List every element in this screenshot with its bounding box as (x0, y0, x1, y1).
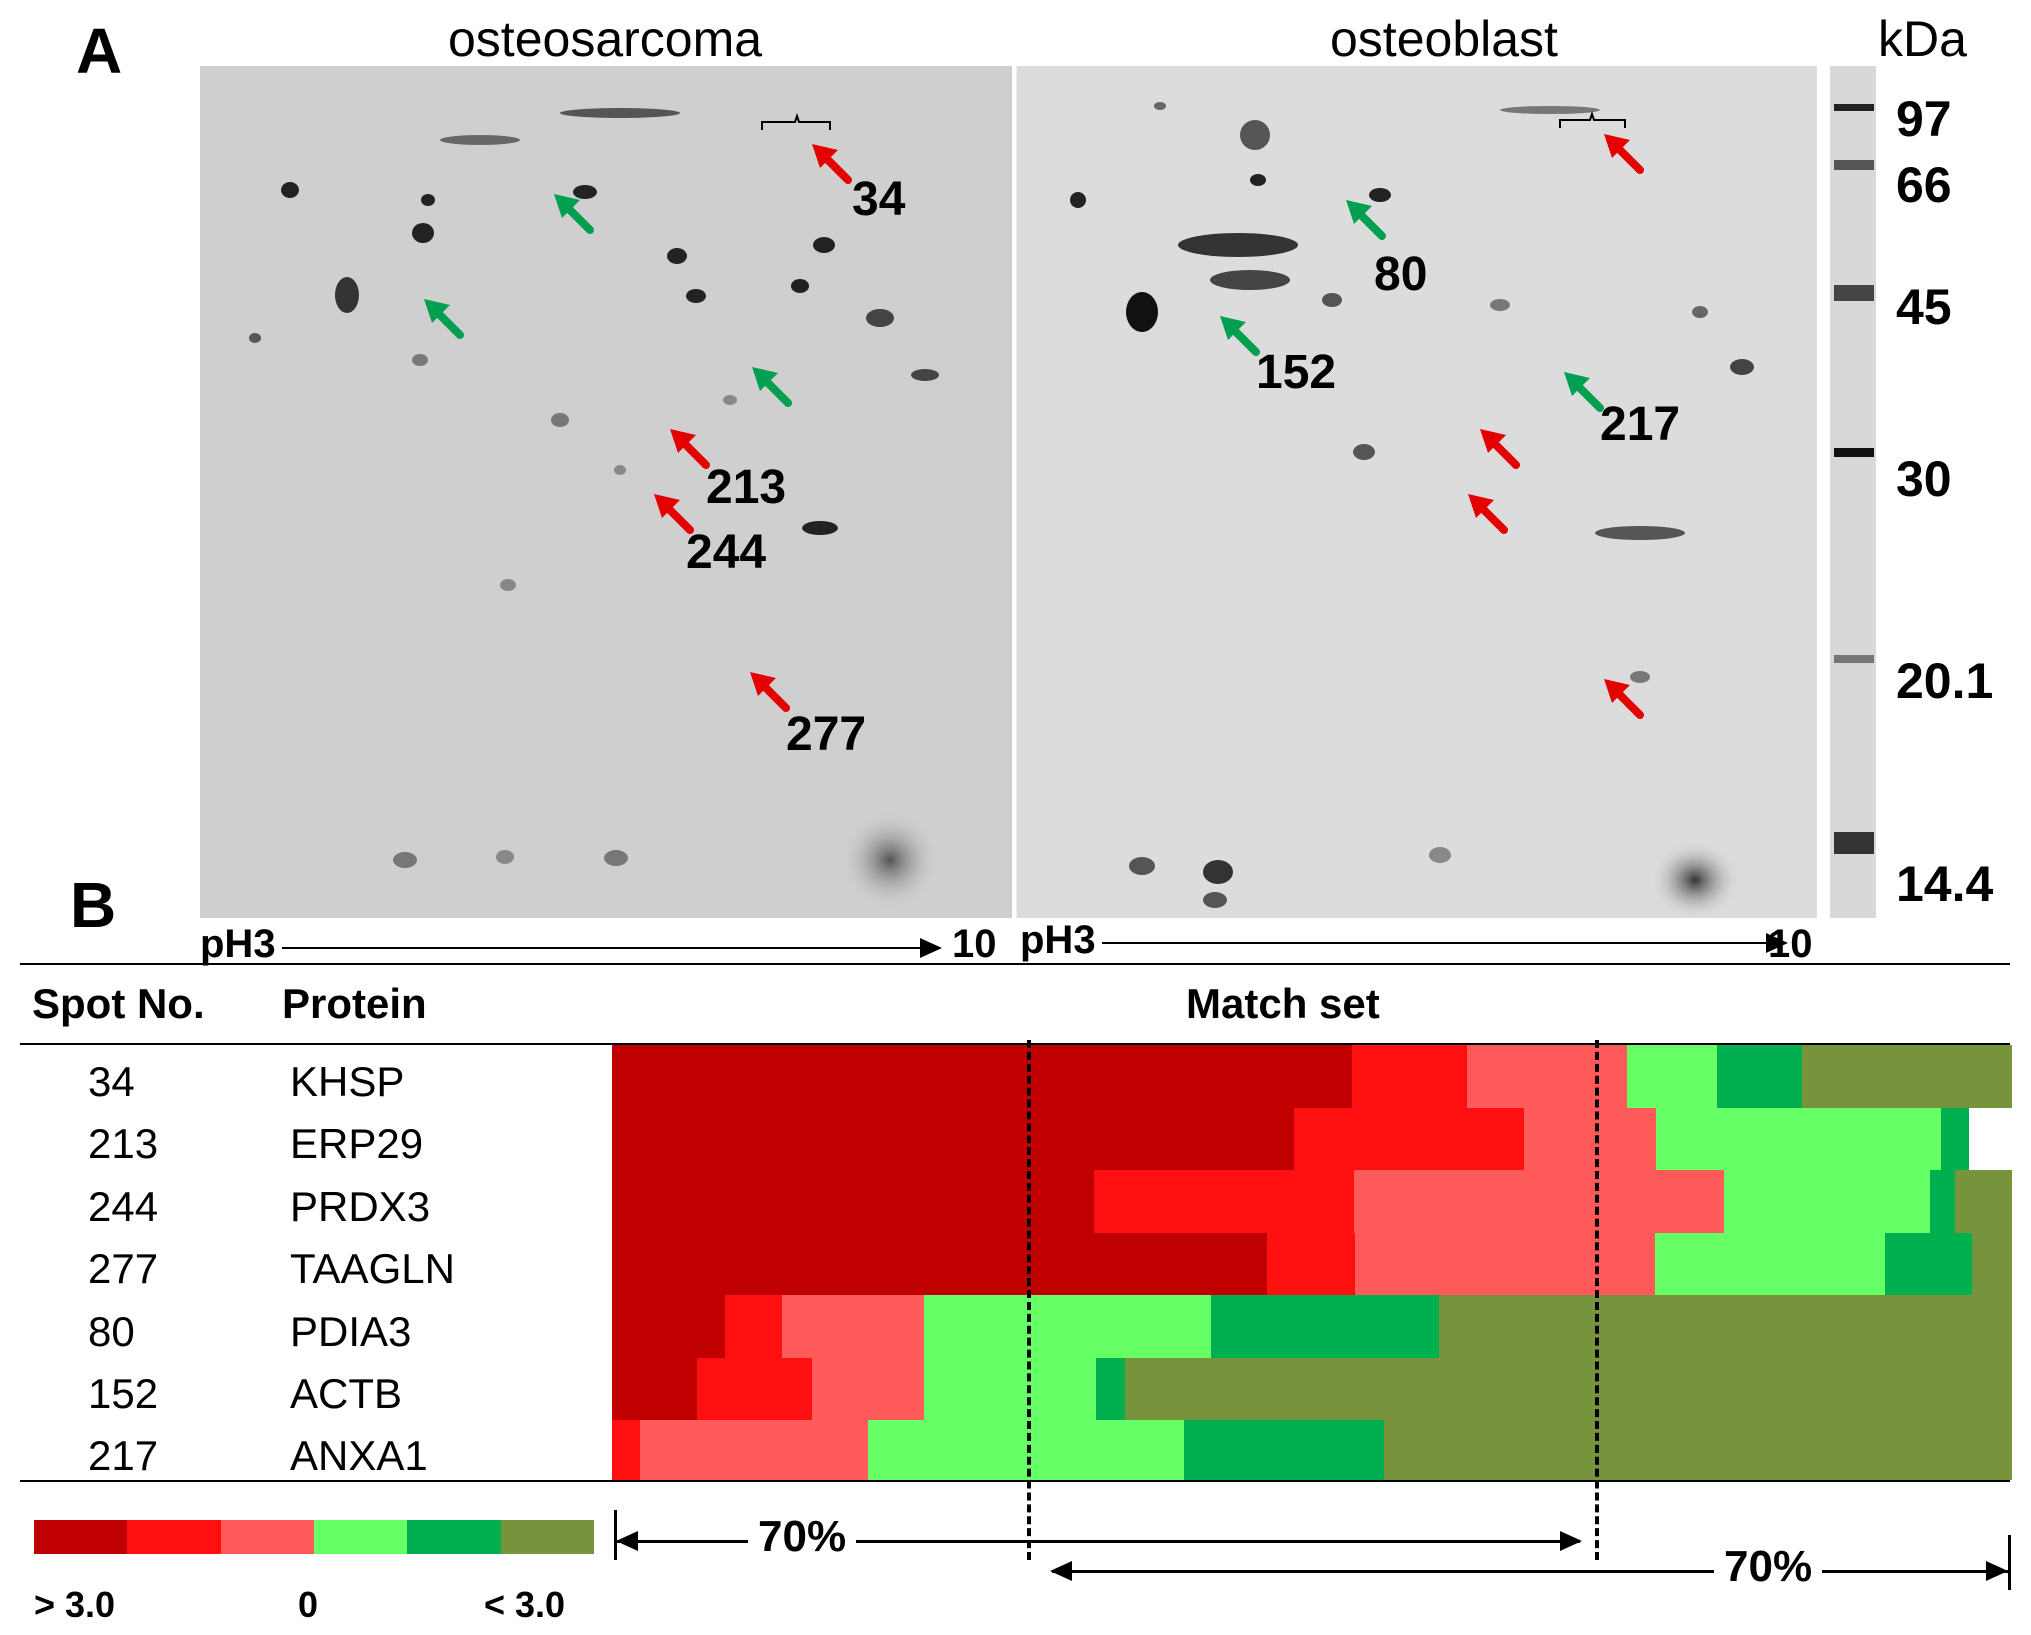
range-left-arrowhead-start (616, 1531, 638, 1551)
spot-label-217: 217 (1600, 398, 1681, 451)
row-protein-actb: ACTB (290, 1370, 403, 1417)
row-protein-taagln: TAAGLN (290, 1245, 455, 1292)
marker-band-66 (1834, 160, 1874, 170)
row-protein-khsp: KHSP (290, 1058, 405, 1105)
heatmap-row-pdia3 (612, 1295, 2012, 1358)
heatmap-row-prdx3 (612, 1170, 2012, 1233)
ph-axis-left-arrowhead (920, 938, 942, 958)
spot-label-80: 80 (1374, 248, 1428, 301)
header-protein: Protein (282, 980, 427, 1027)
marker-band-30 (1834, 448, 1874, 457)
marker-lane (1830, 66, 1876, 918)
legend-swatch-2 (127, 1520, 221, 1554)
row-spot-244: 244 (88, 1183, 159, 1230)
marker-label-97: 97 (1896, 91, 1952, 147)
osteosarcoma-gel (200, 66, 1012, 918)
legend-swatch-4 (313, 1520, 408, 1554)
range-left-label: 70% (748, 1512, 857, 1562)
row-spot-213: 213 (88, 1120, 159, 1167)
legend-label-low: < 3.0 (484, 1584, 566, 1625)
panel-b-letter: B (70, 869, 117, 941)
row-spot-217: 217 (88, 1432, 159, 1479)
heatmap-row-actb (612, 1358, 2012, 1420)
heatmap-row-khsp (612, 1045, 2012, 1108)
spot-label-244: 244 (686, 526, 767, 579)
row-protein-pdia3: PDIA3 (290, 1308, 412, 1355)
range-right-tick (2008, 1535, 2011, 1590)
osteoblast-gel (1015, 66, 1817, 918)
range-left-line (616, 1540, 1580, 1543)
marker-band-97 (1834, 104, 1874, 111)
left-gel-title: osteosarcoma (448, 11, 763, 67)
range-right-label: 70% (1714, 1542, 1823, 1592)
red-arrows-left (654, 144, 852, 712)
kda-label: kDa (1878, 11, 1967, 67)
marker-label-45: 45 (1896, 279, 1952, 335)
ph-axis-left (282, 947, 922, 949)
legend-swatch-6 (500, 1520, 594, 1554)
heatmap-row-erp29 (612, 1108, 2012, 1170)
left-gel-spots (249, 108, 939, 868)
table-bottom-rule (20, 1480, 2010, 1482)
range-right-arrowhead-start (1050, 1561, 1072, 1581)
green-arrows-right (1220, 200, 1604, 412)
legend-label-mid: 0 (298, 1584, 319, 1625)
range-right-arrowhead-end (1986, 1561, 2008, 1581)
marker-label-20-1: 20.1 (1896, 653, 1994, 709)
header-rule (20, 1043, 2010, 1045)
heatmap-row-anxa1 (612, 1420, 2012, 1480)
marker-band-20 (1834, 655, 1874, 663)
row-protein-erp29: ERP29 (290, 1120, 424, 1167)
ph-end-left: 10 (952, 922, 997, 966)
header-match-set: Match set (1186, 980, 1380, 1027)
row-spot-152: 152 (88, 1370, 159, 1417)
left-bracket (761, 112, 831, 130)
ph-start-left: pH3 (200, 922, 276, 966)
spot-label-152: 152 (1256, 346, 1337, 399)
color-legend (34, 1520, 594, 1554)
row-spot-277: 277 (88, 1245, 159, 1292)
range-left-tick (614, 1510, 617, 1560)
spot-label-277: 277 (786, 708, 867, 761)
heatmap-row-taagln (612, 1233, 2012, 1295)
match-set-heatmap (612, 1045, 2012, 1480)
marker-label-30: 30 (1896, 451, 1952, 507)
row-spot-34: 34 (88, 1058, 135, 1105)
spot-label-34: 34 (852, 173, 906, 226)
right-bracket (1559, 110, 1626, 128)
green-arrows-left (424, 194, 792, 407)
legend-swatch-1 (34, 1520, 128, 1554)
marker-band-14 (1834, 832, 1874, 854)
panel-a-letter: A (76, 15, 123, 87)
row-spot-80: 80 (88, 1308, 135, 1355)
right-gel-title: osteoblast (1330, 11, 1558, 67)
spot-label-213: 213 (706, 461, 787, 514)
red-arrows-right (1468, 134, 1644, 719)
legend-swatch-5 (407, 1520, 501, 1554)
marker-label-14-4: 14.4 (1896, 856, 1994, 912)
row-protein-anxa1: ANXA1 (290, 1432, 428, 1479)
range-right-line (1052, 1570, 2008, 1573)
range-left-arrowhead-end (1560, 1531, 1582, 1551)
dashed-divider-right (1595, 1040, 1599, 1560)
right-gel-spots (1070, 102, 1754, 908)
ph-axis-right (1102, 942, 1768, 944)
dashed-divider-left (1027, 1040, 1031, 1560)
ph-end-right: 10 (1768, 922, 1813, 966)
legend-label-high: > 3.0 (34, 1584, 116, 1625)
table-top-rule (20, 963, 2010, 965)
marker-label-66: 66 (1896, 157, 1952, 213)
ph-axis-right-arrowhead (1766, 933, 1788, 953)
row-protein-prdx3: PRDX3 (290, 1183, 431, 1230)
header-spot-no: Spot No. (32, 980, 205, 1027)
marker-band-45 (1834, 285, 1874, 301)
ph-start-right: pH3 (1020, 918, 1096, 962)
legend-swatch-3 (220, 1520, 314, 1554)
